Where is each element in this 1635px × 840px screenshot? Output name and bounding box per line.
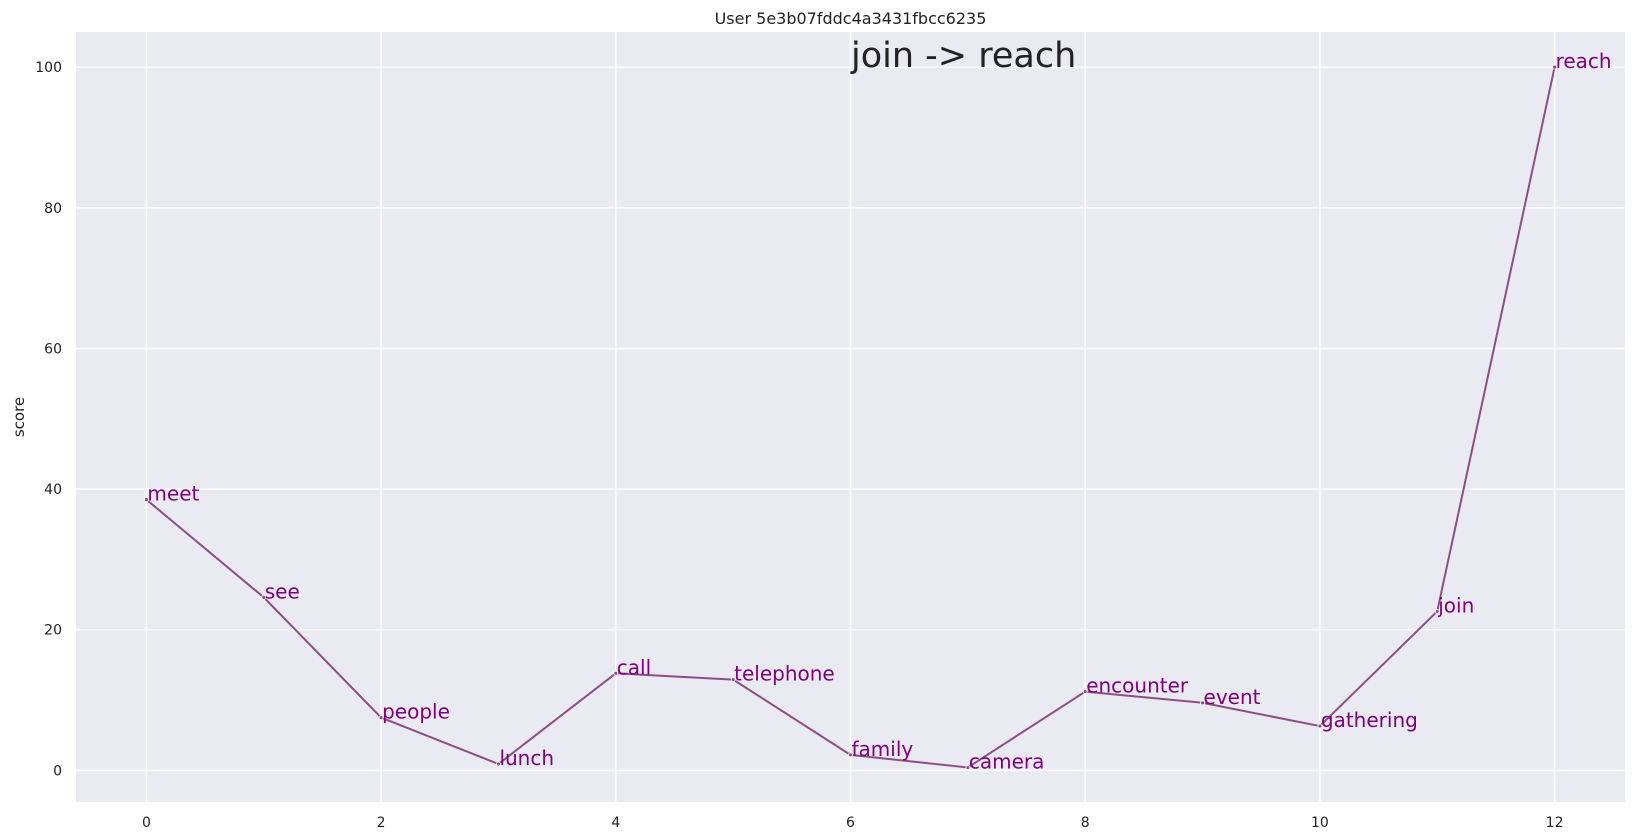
y-axis-ticks: 0 20 40 60 80 100: [35, 60, 62, 779]
point-label: meet: [147, 482, 199, 506]
point-label: gathering: [1321, 708, 1418, 732]
data-point: [613, 670, 619, 676]
x-tick-label: 4: [611, 815, 620, 831]
point-label: encounter: [1086, 674, 1189, 698]
point-label: reach: [1556, 49, 1612, 73]
point-label: lunch: [499, 746, 554, 770]
x-tick-label: 6: [846, 815, 855, 831]
y-tick-label: 60: [44, 341, 62, 357]
point-markers: [144, 64, 1557, 770]
point-label: telephone: [734, 662, 835, 686]
data-point: [730, 677, 736, 683]
chart-title: User 5e3b07fddc4a3431fbcc6235: [715, 9, 987, 28]
x-tick-label: 8: [1081, 815, 1090, 831]
y-tick-label: 20: [44, 623, 62, 639]
y-axis-label: score: [10, 397, 28, 437]
point-label: family: [852, 737, 914, 761]
data-point: [1200, 700, 1205, 706]
data-point: [1082, 689, 1088, 694]
data-point: [144, 497, 149, 503]
point-label: join: [1437, 593, 1474, 617]
x-tick-label: 2: [377, 815, 386, 831]
data-point: [1434, 609, 1440, 614]
point-label: event: [1204, 685, 1261, 709]
point-label: camera: [969, 750, 1045, 774]
chart-annotation: join -> reach: [850, 36, 1076, 76]
x-tick-label: 12: [1546, 815, 1564, 831]
x-axis-ticks: 0 2 4 6 8 10 12: [142, 815, 1564, 831]
x-tick-label: 10: [1311, 815, 1329, 831]
y-tick-label: 80: [44, 201, 62, 217]
point-labels: meet see people lunch call telephone family cam…: [147, 49, 1611, 773]
data-point: [378, 715, 384, 721]
point-label: people: [382, 700, 450, 724]
data-point: [261, 594, 267, 600]
data-point: [848, 752, 853, 758]
grid: [76, 32, 1625, 802]
y-tick-label: 0: [53, 763, 62, 779]
data-point: [496, 761, 501, 767]
data-point: [1552, 64, 1557, 70]
data-point: [1317, 723, 1323, 729]
x-tick-label: 0: [142, 815, 151, 831]
y-tick-label: 100: [35, 60, 62, 76]
point-label: see: [265, 579, 300, 603]
y-tick-label: 40: [44, 482, 62, 498]
point-label: call: [617, 655, 651, 679]
data-point: [965, 765, 971, 770]
